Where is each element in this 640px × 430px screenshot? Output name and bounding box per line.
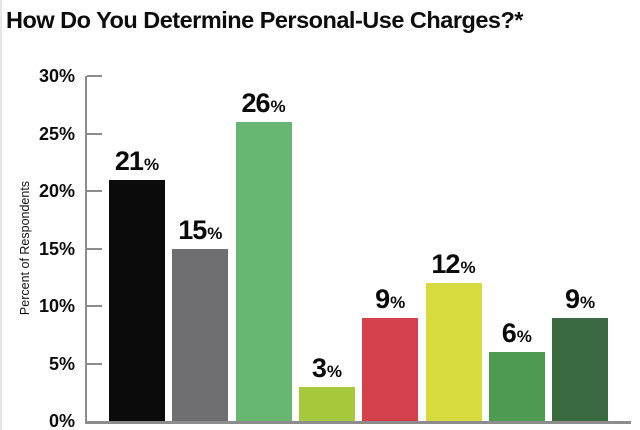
bar-value-label: 12%	[431, 251, 475, 278]
bar-value-number: 9	[565, 283, 580, 314]
percent-sign: %	[460, 258, 476, 277]
bar-value-label: 15%	[178, 214, 223, 245]
bar-value-number: 15	[178, 214, 207, 245]
y-tick-label: 25%	[38, 123, 75, 144]
y-axis-tick	[87, 190, 102, 192]
bar-value-number: 21	[114, 145, 144, 176]
percent-sign: %	[326, 361, 342, 381]
bar-value-number: 3	[311, 352, 327, 383]
bar-3	[235, 122, 292, 421]
bar-7	[488, 352, 545, 421]
bar-value-label: 9%	[565, 283, 596, 314]
plot-area: 21% 15% 26% 3% 9% 12% 6% 9%	[85, 75, 631, 424]
bar-8	[552, 317, 609, 421]
percent-sign: %	[143, 154, 160, 174]
bar-value-label: 26%	[242, 90, 286, 117]
y-tick-label: 0%	[48, 411, 75, 430]
bar-value-number: 6	[501, 318, 517, 348]
y-axis-tick-labels: 30% 25% 20% 15% 10% 5% 0%	[0, 66, 75, 430]
chart-title: How Do You Determine Personal-Use Charge…	[6, 7, 523, 33]
bar-value-number: 9	[375, 283, 390, 314]
y-tick-label: 10%	[38, 296, 75, 316]
y-axis-tick	[87, 305, 102, 307]
percent-sign: %	[390, 292, 406, 312]
bar-1	[109, 179, 165, 421]
bar-6	[425, 283, 482, 421]
bar-value-label: 9%	[375, 283, 406, 314]
y-axis-tick	[87, 362, 102, 365]
bar-value-label: 21%	[114, 145, 160, 176]
y-axis-tick	[87, 247, 102, 250]
percent-sign: %	[207, 223, 223, 243]
bar-5	[362, 317, 419, 421]
bar-2	[172, 248, 229, 421]
y-tick-label: 20%	[38, 181, 75, 201]
y-axis-tick	[87, 132, 102, 135]
page-edge-strip	[0, 0, 2, 430]
percent-sign: %	[270, 97, 286, 116]
bar-value-number: 12	[431, 249, 460, 279]
y-tick-label: 30%	[38, 66, 75, 86]
percent-sign: %	[516, 327, 532, 346]
bar-value-label: 6%	[502, 320, 532, 347]
bar-value-number: 26	[241, 88, 271, 118]
y-axis-tick	[87, 75, 102, 77]
bar-value-label: 3%	[311, 352, 342, 383]
y-tick-label: 15%	[38, 238, 75, 259]
percent-sign: %	[580, 292, 596, 312]
y-tick-label: 5%	[48, 353, 75, 374]
bar-4	[298, 386, 355, 421]
